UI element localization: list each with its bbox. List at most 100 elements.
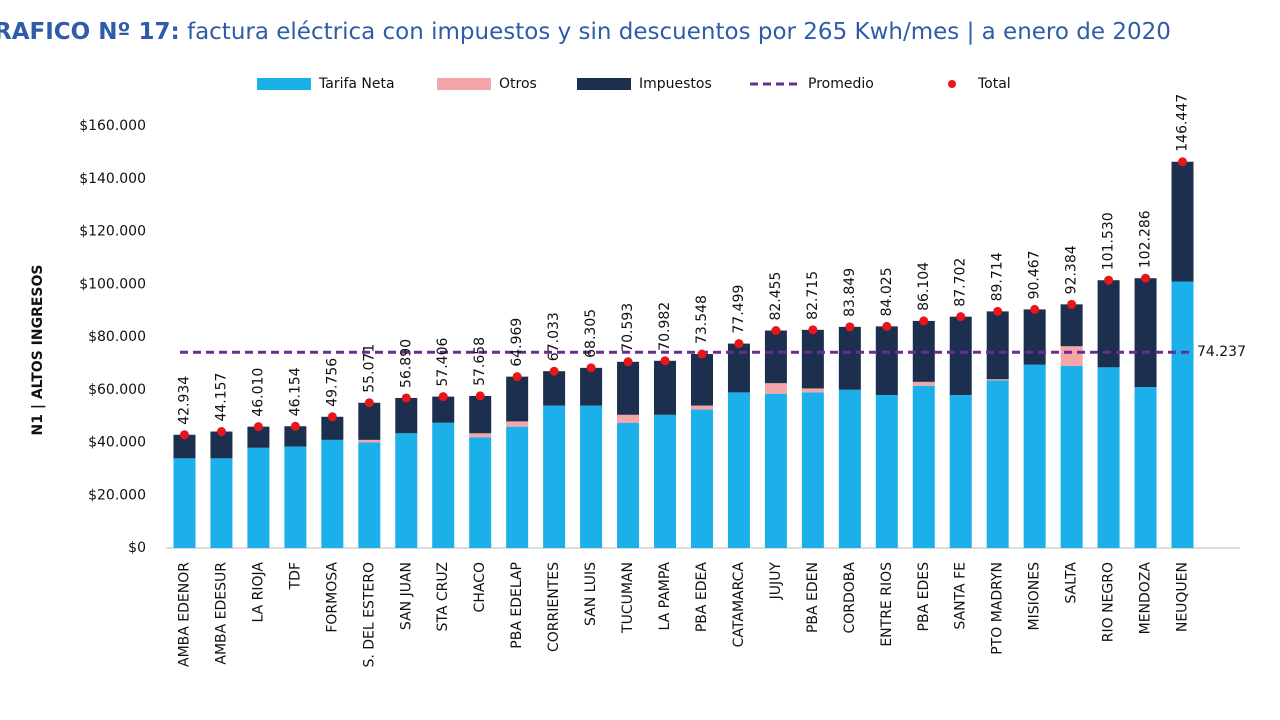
bar-segment: [1060, 346, 1083, 367]
y-axis-title: N1 | ALTOS INGRESOS: [30, 265, 46, 436]
value-label: 70.593: [620, 303, 636, 352]
total-dot: [327, 412, 337, 422]
bar-segment: [875, 326, 898, 396]
legend-label: Impuestos: [639, 76, 712, 92]
x-tick-label: PTO MADRYN: [990, 562, 1006, 655]
value-label: 42.934: [176, 376, 192, 425]
bar-segment: [1060, 366, 1083, 548]
legend-swatch: [577, 78, 631, 90]
value-label: 46.154: [287, 367, 303, 416]
bar-segment: [469, 395, 492, 434]
bar-segment: [173, 434, 196, 459]
total-dot: [697, 349, 707, 359]
bar-segment: [801, 329, 824, 389]
bar-segment: [506, 421, 529, 427]
bar-segment: [986, 379, 1009, 381]
x-tick-label: SALTA: [1064, 562, 1080, 604]
bar-segment: [358, 442, 381, 548]
bar-segment: [949, 395, 972, 548]
bar-segment: [358, 439, 381, 443]
bar-segment: [469, 437, 492, 548]
bar-segment: [654, 414, 677, 548]
bar-segment: [432, 396, 455, 423]
value-label: 44.157: [213, 373, 229, 422]
legend-label: Promedio: [808, 76, 874, 92]
bar-segment: [432, 422, 455, 548]
legend-label: Tarifa Neta: [318, 76, 395, 92]
bar-segment: [949, 316, 972, 396]
value-label: 102.286: [1138, 210, 1154, 268]
value-label: 68.305: [583, 309, 599, 358]
total-dot: [956, 312, 966, 322]
value-label: 87.702: [953, 258, 969, 307]
bar-segment: [617, 361, 640, 415]
value-label: 56.890: [398, 339, 414, 388]
value-label: 49.756: [324, 358, 340, 407]
total-dot: [253, 422, 263, 432]
bar-segment: [358, 402, 381, 440]
bar-segment: [210, 431, 233, 459]
y-tick-label: $60.000: [88, 382, 146, 398]
y-tick-label: $40.000: [88, 435, 146, 451]
total-dot: [845, 322, 855, 332]
x-tick-label: PBA EDES: [916, 562, 932, 632]
bar-segment: [506, 426, 529, 548]
x-tick-label: PBA EDEA: [694, 562, 710, 633]
x-tick-label: PBA EDEN: [805, 562, 821, 633]
x-tick-label: CATAMARCA: [731, 562, 747, 648]
value-label: 89.714: [990, 252, 1006, 301]
bar-segment: [1060, 304, 1083, 347]
total-dot: [438, 392, 448, 402]
bar-segment: [727, 343, 750, 393]
value-label: 46.010: [250, 368, 266, 417]
bar-segment: [1134, 278, 1157, 388]
value-label: 101.530: [1101, 212, 1117, 270]
y-tick-label: $100.000: [79, 276, 146, 292]
x-tick-label: FORMOSA: [324, 562, 340, 633]
total-dot: [771, 326, 781, 336]
x-tick-label: TUCUMAN: [620, 562, 636, 634]
y-tick-label: $140.000: [79, 171, 146, 187]
value-label: 73.548: [694, 295, 710, 344]
legend-label: Otros: [499, 76, 537, 92]
bar-segment: [912, 385, 935, 548]
x-tick-label: AMBA EDESUR: [213, 562, 229, 665]
bar-segment: [727, 392, 750, 548]
x-tick-label: PBA EDELAP: [509, 562, 525, 649]
x-tick-label: MENDOZA: [1138, 562, 1154, 635]
bar-segment: [690, 354, 713, 406]
legend-swatch: [257, 78, 311, 90]
legend-dot: [948, 80, 956, 88]
total-dot: [1178, 157, 1188, 167]
y-tick-label: $120.000: [79, 224, 146, 240]
bar-segment: [801, 392, 824, 548]
x-tick-label: LA PAMPA: [657, 562, 673, 631]
bar-segment: [247, 447, 270, 548]
value-label: 77.499: [731, 285, 747, 334]
x-tick-label: CORDOBA: [842, 562, 858, 634]
x-tick-label: ENTRE RIOS: [879, 562, 895, 647]
total-dot: [734, 339, 744, 349]
total-dot: [1030, 304, 1040, 314]
value-label: 84.025: [879, 267, 895, 316]
value-label: 146.447: [1175, 94, 1191, 152]
x-tick-label: SAN LUIS: [583, 562, 599, 626]
total-dot: [179, 430, 189, 440]
total-dot: [623, 357, 633, 367]
bar-segment: [1097, 367, 1120, 548]
x-tick-label: MISIONES: [1027, 562, 1043, 631]
bar-segment: [1134, 387, 1157, 548]
bar-segment: [838, 326, 861, 390]
x-tick-label: JUJUY: [768, 562, 784, 601]
total-dot: [1067, 299, 1077, 309]
bar-segment: [986, 380, 1009, 548]
bar-segment: [395, 397, 418, 434]
value-label: 55.071: [361, 344, 377, 393]
bar-segment: [838, 389, 861, 548]
total-dot: [512, 372, 522, 382]
bar-segment: [284, 426, 307, 447]
total-dot: [882, 321, 892, 331]
y-tick-label: $160.000: [79, 118, 146, 134]
bar-segment: [469, 433, 492, 438]
